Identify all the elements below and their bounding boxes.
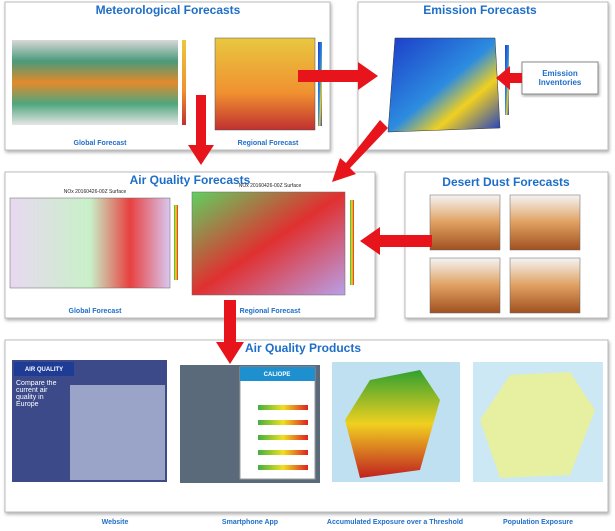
panel-title: Desert Dust Forecasts xyxy=(442,175,570,189)
inventories-label: Emission Inventories xyxy=(538,69,582,87)
arrow xyxy=(332,120,388,182)
arrow xyxy=(298,62,378,90)
map-image xyxy=(387,37,501,133)
map-title: NOx 20160426-00Z Surface xyxy=(64,189,127,195)
website-text: Compare the current air quality in Europ… xyxy=(16,380,57,408)
colorbar xyxy=(182,40,186,125)
website-banner xyxy=(14,362,74,376)
app-bar xyxy=(258,405,308,410)
label: Website xyxy=(102,519,129,526)
map-image xyxy=(214,37,316,131)
inventories-text: Emission Inventories xyxy=(538,69,582,87)
app-bar xyxy=(258,435,308,440)
app-name: CALIOPE xyxy=(264,372,291,378)
map-image xyxy=(429,257,501,314)
map-image xyxy=(509,257,581,314)
website-map xyxy=(70,385,165,480)
label: Regional Forecast xyxy=(238,140,299,147)
map-title: NOx 20160426-00Z Surface xyxy=(239,183,302,189)
arrow xyxy=(216,300,244,364)
label: Smartphone App xyxy=(222,519,278,526)
website-caption: Compare the current air quality in Europ… xyxy=(16,380,57,408)
map-image xyxy=(429,194,501,251)
colorbar xyxy=(318,42,322,126)
label: Global Forecast xyxy=(74,140,128,147)
inventories-box xyxy=(521,61,599,95)
app-bar xyxy=(258,450,308,455)
colorbar xyxy=(174,205,178,280)
panel-title: Emission Forecasts xyxy=(423,3,537,17)
arrow xyxy=(188,95,214,165)
label: Global Forecast xyxy=(69,308,123,315)
label: Population Exposure xyxy=(503,519,573,526)
colorbar xyxy=(350,200,354,285)
panel-title: Air Quality Products xyxy=(245,341,361,355)
map-image xyxy=(191,191,346,296)
panel-title: Meteorological Forecasts xyxy=(96,3,241,17)
panel-title: Air Quality Forecasts xyxy=(130,173,251,187)
exposure-map xyxy=(345,370,440,478)
population-map xyxy=(480,372,595,478)
label: Regional Forecast xyxy=(240,308,301,315)
app-bar xyxy=(258,420,308,425)
banner-text: AIR QUALITY xyxy=(25,367,63,373)
map-image xyxy=(9,197,171,289)
app-header xyxy=(240,367,315,381)
map-image xyxy=(12,40,178,125)
map-image xyxy=(509,194,581,251)
arrow xyxy=(360,227,432,255)
label: Accumulated Exposure over a Threshold xyxy=(327,519,463,526)
arrow xyxy=(496,66,522,90)
app-bar xyxy=(258,465,308,470)
